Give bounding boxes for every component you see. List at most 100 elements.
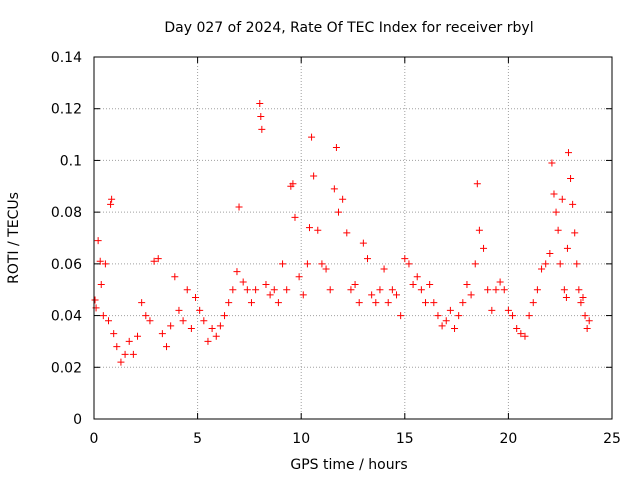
data-point: [233, 268, 241, 276]
x-tick-label: 10: [292, 431, 310, 447]
data-point: [451, 325, 459, 332]
data-point: [113, 343, 121, 351]
data-point: [455, 312, 463, 320]
data-point: [459, 299, 467, 307]
data-point: [299, 291, 307, 299]
data-point: [579, 293, 587, 301]
data-point: [187, 325, 195, 332]
y-tick-label: 0.04: [51, 309, 82, 325]
data-point: [216, 322, 224, 330]
data-point: [256, 100, 264, 108]
data-point: [538, 265, 546, 273]
x-tick-label: 0: [90, 431, 99, 447]
data-point: [91, 296, 99, 304]
data-point: [571, 229, 579, 237]
data-point: [97, 281, 105, 289]
data-point: [257, 112, 265, 120]
data-point: [567, 175, 575, 183]
data-point: [146, 317, 154, 325]
data-point: [560, 286, 568, 294]
data-point: [183, 286, 191, 294]
data-point: [513, 325, 521, 332]
data-point: [291, 213, 299, 221]
data-point: [554, 226, 562, 234]
data-points: [91, 100, 593, 366]
x-tick-label: 5: [193, 431, 202, 447]
data-point: [117, 358, 125, 366]
data-point: [563, 244, 571, 252]
data-point: [163, 343, 171, 351]
data-point: [158, 330, 166, 338]
data-point: [270, 286, 278, 294]
data-point: [393, 291, 401, 299]
data-point: [422, 299, 430, 307]
data-point: [99, 312, 107, 320]
data-point: [310, 172, 318, 180]
data-point: [175, 306, 183, 314]
data-point: [239, 278, 247, 286]
data-point: [262, 281, 270, 289]
data-point: [529, 299, 537, 307]
data-point: [548, 159, 556, 167]
data-point: [252, 286, 260, 294]
data-point: [225, 299, 233, 307]
data-point: [384, 299, 392, 307]
data-point: [484, 286, 492, 294]
data-point: [575, 286, 583, 294]
data-point: [413, 273, 421, 281]
data-point: [258, 125, 266, 133]
data-point: [138, 299, 146, 307]
data-point: [326, 286, 334, 294]
data-point: [364, 255, 372, 263]
data-point: [289, 180, 297, 188]
data-point: [473, 180, 481, 188]
data-point: [463, 281, 471, 289]
data-point: [101, 260, 109, 268]
data-point: [303, 260, 311, 268]
y-axis-ticks: 0 0.02 0.04 0.06 0.08 0.1 0.12 0.14: [51, 50, 612, 428]
x-tick-label: 15: [396, 431, 414, 447]
data-point: [492, 286, 500, 294]
data-point: [330, 185, 338, 193]
plot-frame: [93, 56, 613, 420]
data-point: [569, 200, 577, 208]
data-point: [322, 265, 330, 273]
y-tick-label: 0.14: [51, 50, 82, 66]
data-point: [583, 325, 591, 332]
data-point: [96, 257, 104, 265]
y-tick-label: 0.12: [51, 102, 82, 118]
data-point: [266, 291, 274, 299]
data-point: [167, 322, 175, 330]
data-point: [200, 317, 208, 325]
data-point: [577, 299, 585, 307]
data-point: [401, 255, 409, 263]
data-point: [504, 306, 512, 314]
data-point: [318, 260, 326, 268]
grid-lines: [94, 57, 612, 419]
data-point: [107, 200, 115, 208]
data-point: [442, 317, 450, 325]
data-point: [564, 149, 572, 157]
data-point: [305, 224, 313, 232]
data-point: [573, 260, 581, 268]
data-point: [243, 286, 251, 294]
data-point: [368, 291, 376, 299]
data-point: [179, 317, 187, 325]
data-point: [533, 286, 541, 294]
data-point: [426, 281, 434, 289]
data-point: [550, 190, 558, 198]
data-point: [247, 299, 255, 307]
data-point: [517, 330, 525, 338]
data-point: [585, 317, 593, 325]
data-point: [142, 312, 150, 320]
x-axis-ticks: 0 5 10 15 20 25: [90, 57, 621, 447]
data-point: [274, 299, 282, 307]
data-point: [521, 332, 529, 340]
data-point: [434, 312, 442, 320]
y-tick-label: 0.1: [60, 153, 82, 169]
data-point: [475, 226, 483, 234]
data-point: [552, 208, 560, 216]
data-point: [438, 322, 446, 330]
data-point: [480, 244, 488, 252]
